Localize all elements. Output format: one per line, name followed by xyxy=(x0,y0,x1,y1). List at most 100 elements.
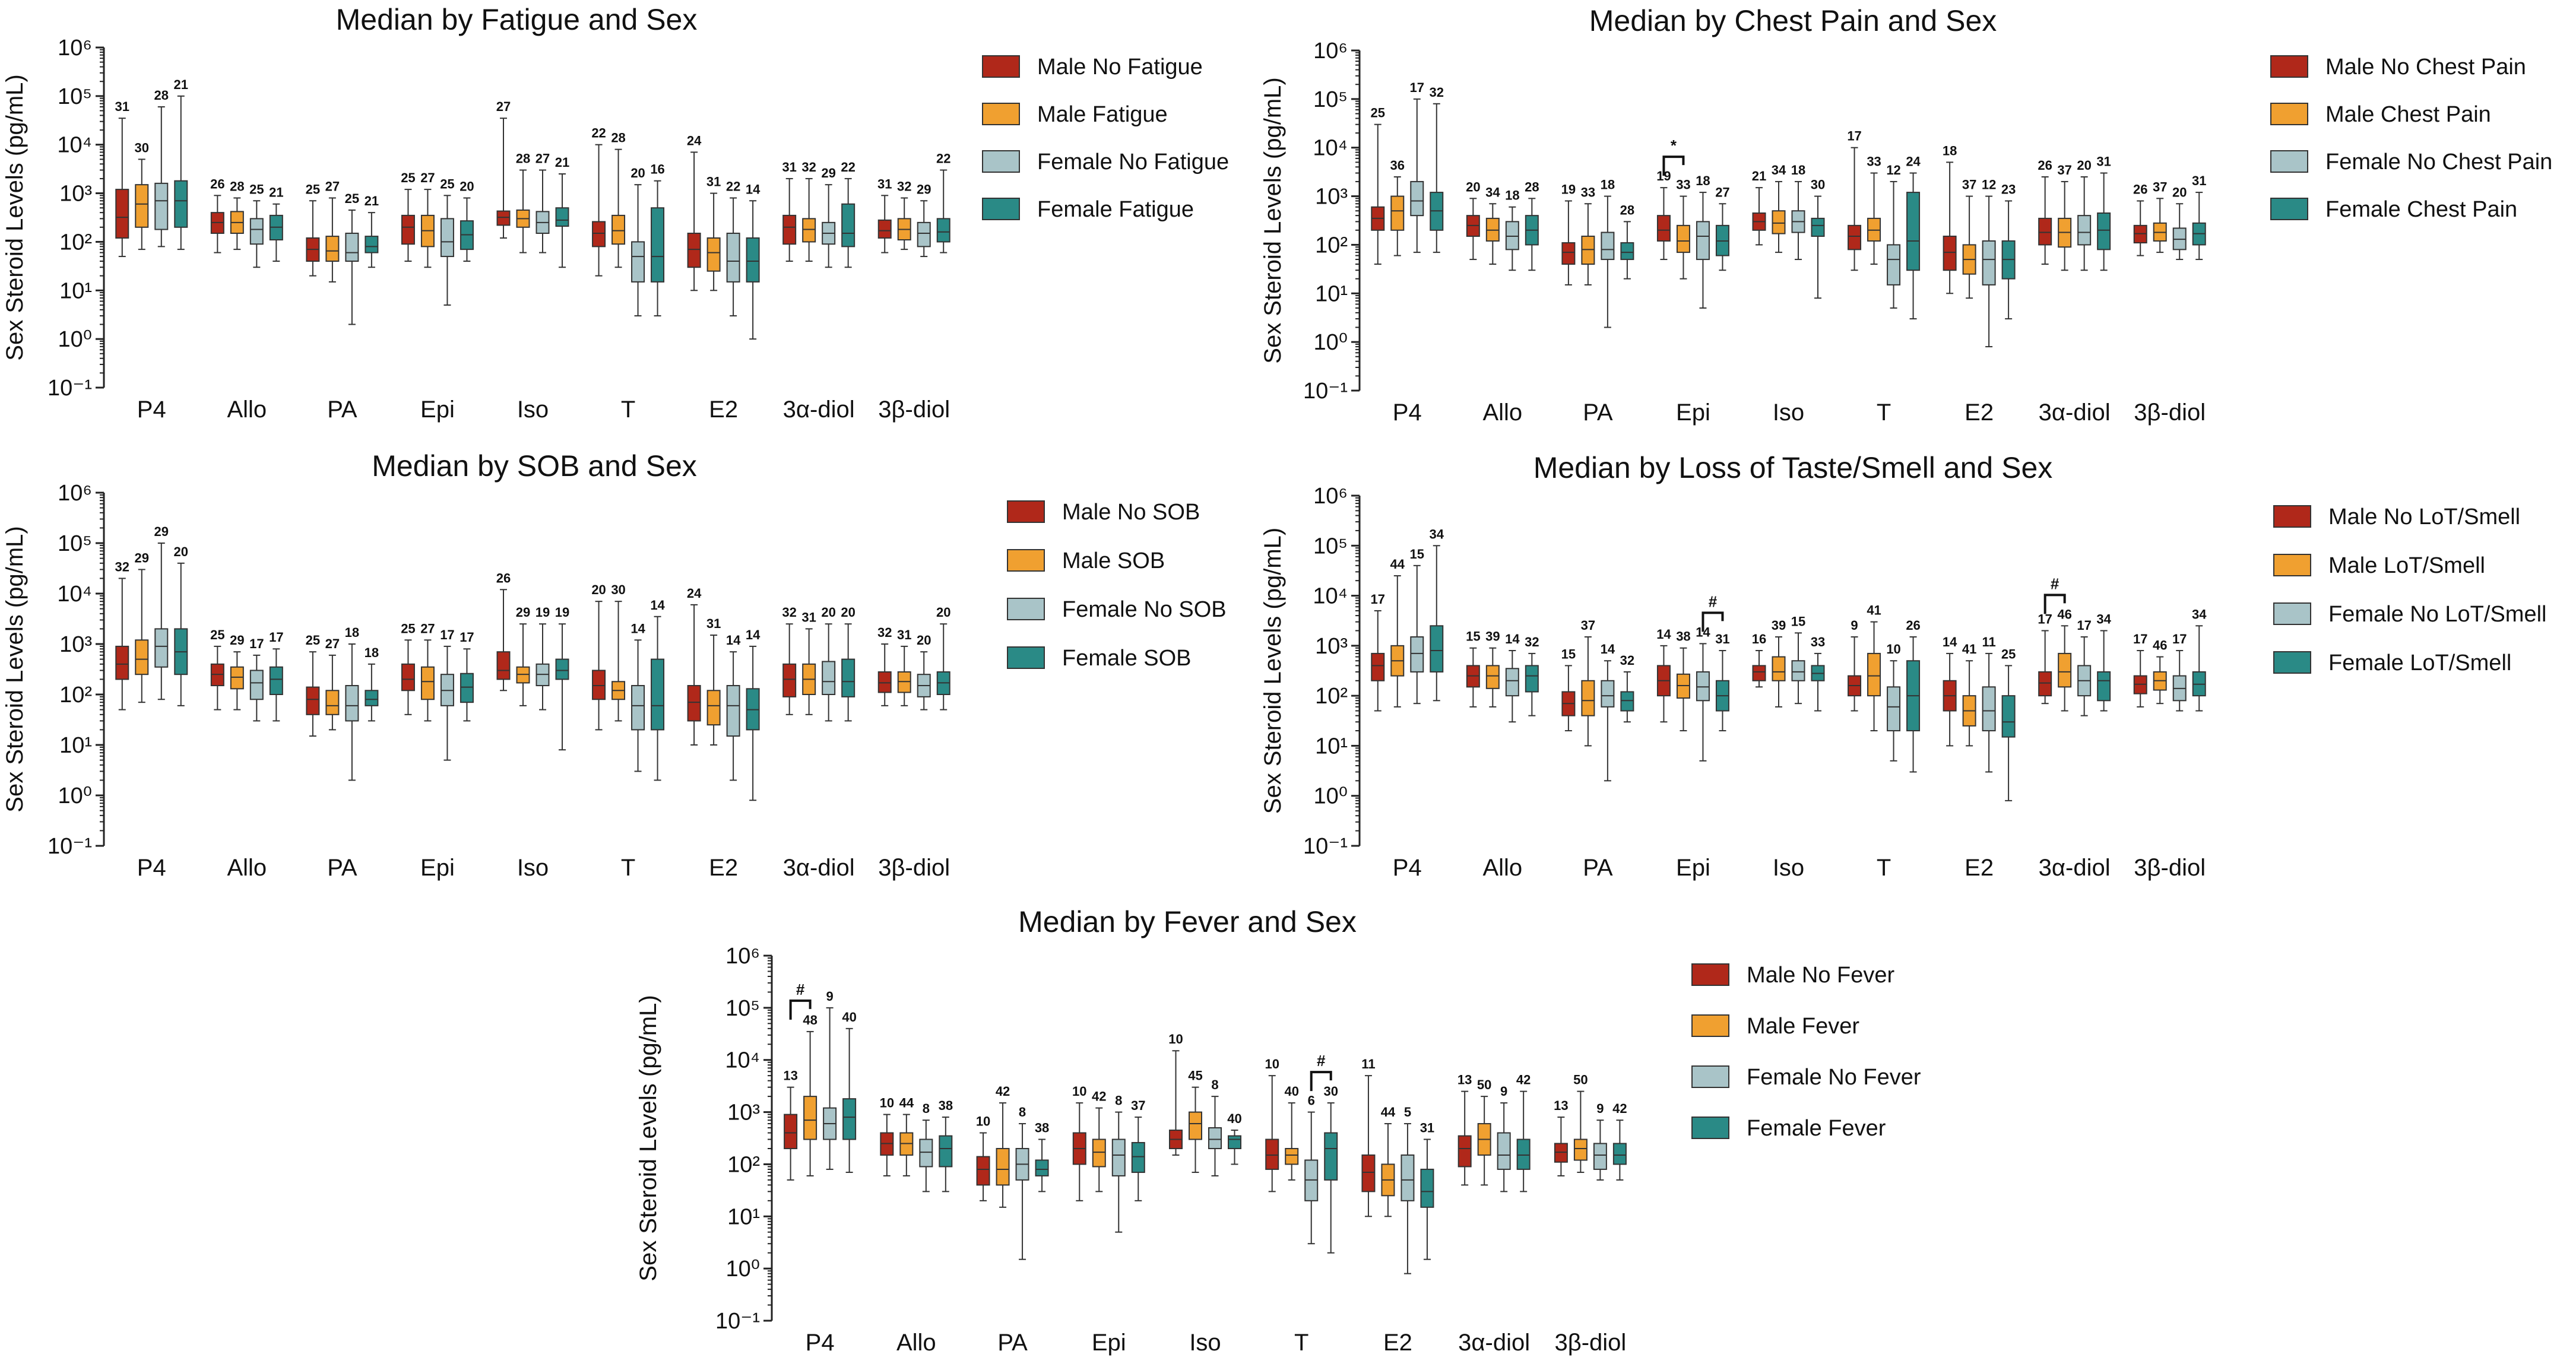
n-label: 15 xyxy=(1410,547,1424,562)
n-label: 33 xyxy=(1811,635,1825,649)
legend-label: Male No LoT/Smell xyxy=(2328,505,2520,529)
n-label: 22 xyxy=(936,151,950,166)
x-tick-label: 3β-diol xyxy=(1554,1330,1626,1356)
x-tick-label: PA xyxy=(997,1330,1028,1356)
box-male-no xyxy=(115,645,129,680)
n-label: 20 xyxy=(460,179,474,194)
n-label: 14 xyxy=(1601,642,1615,656)
x-tick-label: 3β-diol xyxy=(878,855,950,881)
n-label: 20 xyxy=(917,633,931,648)
box-female-no xyxy=(249,218,264,245)
legend-label: Female No Fatigue xyxy=(1037,150,1229,175)
box-female-no xyxy=(249,670,264,700)
x-tick-label: 3β-diol xyxy=(2134,399,2206,426)
n-label: 28 xyxy=(611,131,625,145)
legend-label: Male No Chest Pain xyxy=(2325,55,2526,80)
box-male-yes xyxy=(1573,1138,1588,1161)
x-tick-label: Epi xyxy=(420,855,455,881)
n-label: 39 xyxy=(1772,618,1786,633)
n-label: 10 xyxy=(1072,1084,1086,1099)
n-label: 31 xyxy=(801,610,816,624)
legend-swatch-female-yes xyxy=(1007,646,1045,669)
n-label: 37 xyxy=(2057,163,2071,177)
box-female-yes xyxy=(1516,1138,1531,1170)
legend-swatch-female-no xyxy=(982,150,1020,173)
n-label: 46 xyxy=(2153,638,2167,653)
n-label: 20 xyxy=(2077,158,2091,173)
box-female-yes xyxy=(1906,192,1921,271)
x-tick-label: Iso xyxy=(1773,855,1804,881)
n-label: 25 xyxy=(210,627,224,642)
box-female-no xyxy=(1410,636,1424,673)
x-tick-label: E2 xyxy=(1383,1330,1412,1356)
legend-label: Female No Chest Pain xyxy=(2325,150,2552,175)
n-label: 12 xyxy=(1886,163,1900,177)
n-label: 29 xyxy=(230,633,244,648)
n-label: 42 xyxy=(1612,1101,1627,1116)
legend-swatch-male-yes xyxy=(2270,103,2308,125)
n-label: 36 xyxy=(1390,158,1405,173)
x-tick-label: PA xyxy=(327,397,357,423)
legend-swatch-female-yes xyxy=(2273,651,2311,674)
y-tick-label: 10⁵ xyxy=(1313,534,1348,559)
y-tick-label: 10⁴ xyxy=(57,133,92,158)
x-tick-label: Allo xyxy=(1482,855,1522,881)
x-tick-label: E2 xyxy=(1965,855,1994,881)
y-tick-label: 10² xyxy=(59,230,92,255)
n-label: 14 xyxy=(746,627,761,642)
legend-label: Female No SOB xyxy=(1062,597,1227,622)
legend-label: Female Fatigue xyxy=(1037,197,1194,222)
n-label: 42 xyxy=(1092,1089,1106,1104)
n-label: 25 xyxy=(401,621,415,636)
n-label: 21 xyxy=(269,185,283,200)
significance-bracket xyxy=(1310,1071,1332,1092)
n-label: 25 xyxy=(306,182,320,196)
n-label: 30 xyxy=(135,140,149,155)
y-tick-label: 10⁵ xyxy=(58,84,92,109)
box-female-no xyxy=(154,182,169,230)
y-tick-label: 10³ xyxy=(727,1100,760,1125)
n-label: 38 xyxy=(1035,1121,1049,1136)
n-label: 27 xyxy=(496,99,511,114)
n-label: 16 xyxy=(650,162,664,177)
n-label: 44 xyxy=(1381,1105,1396,1119)
box-male-yes xyxy=(230,666,244,690)
y-tick-label: 10⁶ xyxy=(725,944,760,969)
box-female-no xyxy=(1593,1143,1607,1170)
n-label: 34 xyxy=(2192,607,2207,621)
box-female-no xyxy=(2077,215,2092,246)
y-tick-label: 10⁶ xyxy=(1313,484,1348,509)
x-tick-label: E2 xyxy=(709,855,738,881)
box-female-no xyxy=(919,1138,933,1168)
box-male-yes xyxy=(325,236,340,262)
box-male-yes xyxy=(2058,652,2072,688)
n-label: 50 xyxy=(1573,1073,1588,1087)
box-male-yes xyxy=(706,237,721,272)
chart-title: Median by SOB and Sex xyxy=(372,449,697,483)
n-label: 42 xyxy=(996,1084,1010,1099)
x-tick-label: T xyxy=(621,397,635,423)
box-male-no xyxy=(1457,1135,1472,1168)
n-label: 11 xyxy=(1361,1057,1375,1071)
n-label: 26 xyxy=(1906,618,1920,633)
n-label: 5 xyxy=(1404,1105,1411,1119)
n-label: 17 xyxy=(269,630,283,645)
n-label: 20 xyxy=(821,605,835,620)
y-tick-label: 10⁴ xyxy=(57,582,92,607)
x-tick-label: T xyxy=(1294,1330,1308,1356)
n-label: 20 xyxy=(841,605,855,620)
legend-swatch-male-yes xyxy=(1691,1014,1729,1037)
box-female-no xyxy=(1111,1138,1126,1176)
significance-marker: # xyxy=(1709,592,1718,610)
n-label: 10 xyxy=(1168,1032,1183,1046)
n-label: 21 xyxy=(365,194,379,208)
box-male-no xyxy=(306,686,320,715)
legend-label: Female LoT/Smell xyxy=(2328,651,2511,675)
x-tick-label: Epi xyxy=(1676,855,1710,881)
box-female-yes xyxy=(365,690,379,706)
n-label: 18 xyxy=(345,625,359,640)
x-tick-label: Iso xyxy=(1773,399,1804,426)
n-label: 32 xyxy=(115,559,129,574)
n-label: 24 xyxy=(687,133,702,148)
box-male-yes xyxy=(802,218,816,243)
